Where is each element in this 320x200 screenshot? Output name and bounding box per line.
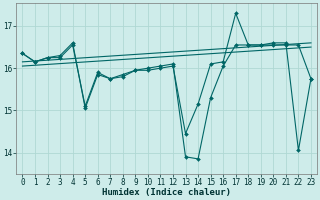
X-axis label: Humidex (Indice chaleur): Humidex (Indice chaleur): [102, 188, 231, 197]
